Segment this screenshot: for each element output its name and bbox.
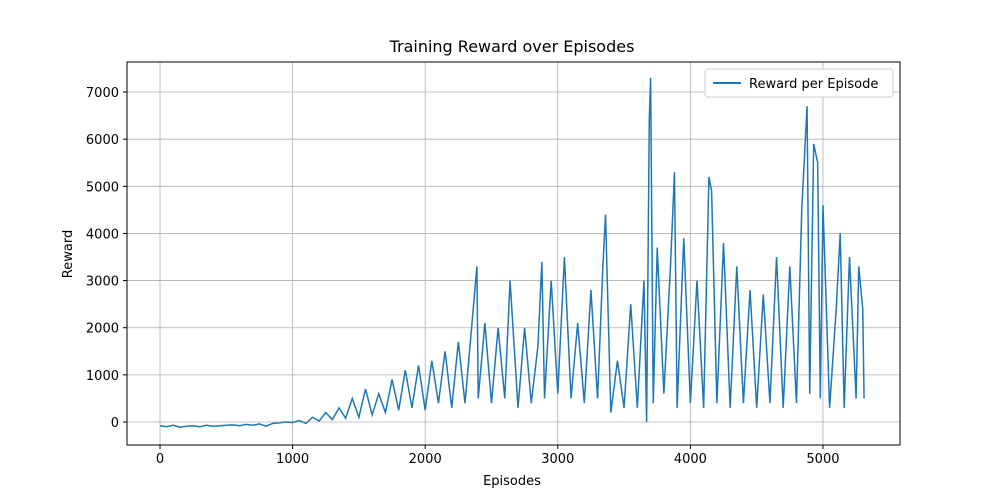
y-tick-label: 3000: [86, 275, 119, 290]
plot-frame: [126, 61, 901, 446]
x-tick-label: 5000: [806, 452, 839, 467]
line: [159, 77, 865, 428]
chart-title: Training Reward over Episodes: [389, 37, 635, 56]
y-tick-label: 2000: [86, 322, 119, 337]
y-tick-label: 5000: [86, 180, 119, 195]
x-tick-label: 1000: [276, 452, 309, 467]
y-tick-label: 6000: [86, 133, 119, 148]
y-axis-label: Reward: [61, 230, 76, 278]
y-tick-label: 0: [111, 416, 119, 431]
x-axis-label: Episodes: [483, 474, 541, 489]
x-tick-label: 4000: [674, 452, 707, 467]
x-tick-label: 3000: [541, 452, 574, 467]
y-tick-label: 7000: [86, 86, 119, 101]
x-tick-label: 0: [156, 452, 164, 467]
y-tick-label: 4000: [86, 227, 119, 242]
legend-label: Reward per Episode: [749, 77, 878, 92]
y-tick-label: 1000: [86, 369, 119, 384]
x-tick-label: 2000: [409, 452, 442, 467]
legend-box: [704, 68, 894, 98]
